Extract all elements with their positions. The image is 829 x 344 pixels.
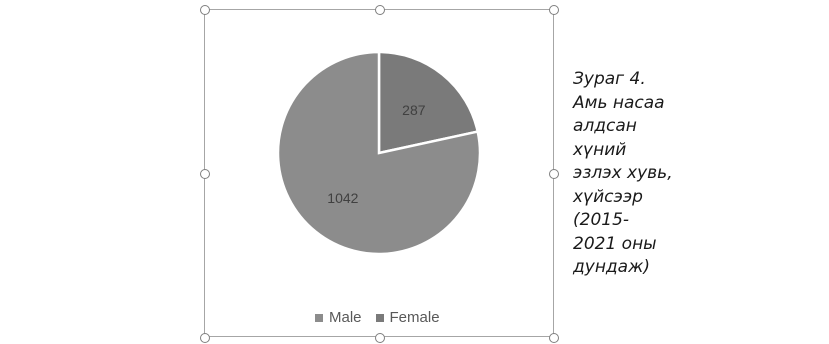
resize-handle-top-center[interactable] (375, 5, 385, 15)
resize-handle-top-right[interactable] (549, 5, 559, 15)
chart-frame[interactable]: 287 1042 Male Female (200, 5, 559, 343)
pie-chart: 287 1042 (276, 50, 482, 256)
legend-swatch-male (315, 313, 323, 322)
legend-swatch-female (375, 313, 384, 322)
data-label-female: 287 (402, 102, 426, 118)
pie-slice-male (276, 50, 482, 256)
pie-slice-female (377, 50, 480, 155)
legend: Male Female (315, 309, 440, 326)
legend-entry-male: Male (315, 309, 362, 326)
figure-caption: Зураг 4. Амь насаа алдсан хүний эзлэх ху… (573, 69, 673, 277)
legend-label-female: Female (389, 309, 440, 326)
resize-handle-bottom-right[interactable] (549, 333, 559, 343)
resize-handle-middle-right[interactable] (549, 169, 559, 179)
legend-entry-female: Female (375, 309, 440, 326)
resize-handle-bottom-center[interactable] (375, 333, 385, 343)
resize-handle-top-left[interactable] (200, 5, 210, 15)
legend-label-male: Male (329, 309, 362, 326)
resize-handle-bottom-left[interactable] (200, 333, 210, 343)
resize-handle-middle-left[interactable] (200, 169, 210, 179)
data-label-male: 1042 (327, 190, 358, 206)
